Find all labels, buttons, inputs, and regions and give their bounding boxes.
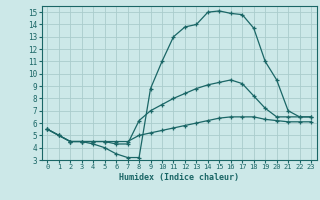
X-axis label: Humidex (Indice chaleur): Humidex (Indice chaleur)	[119, 173, 239, 182]
